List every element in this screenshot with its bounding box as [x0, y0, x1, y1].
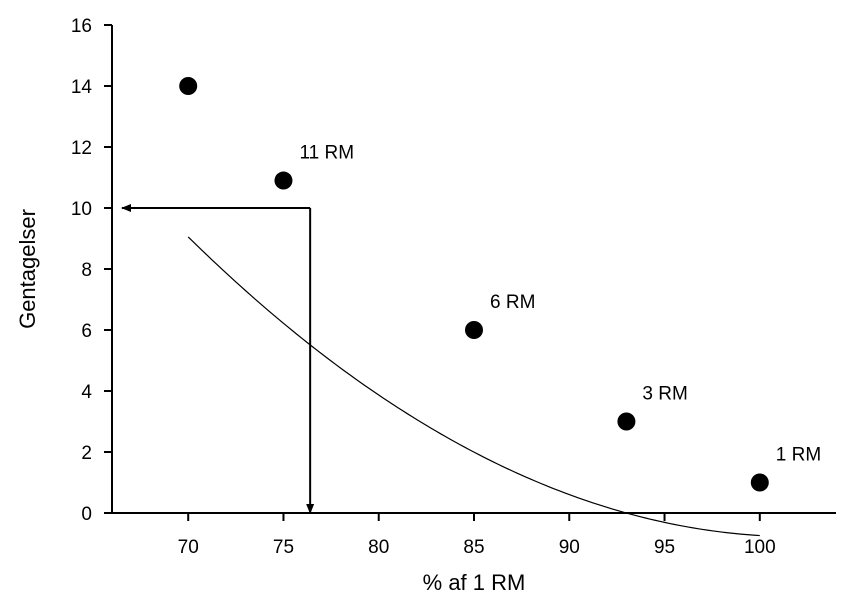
data-point: [617, 412, 636, 431]
point-label: 11 RM: [299, 143, 354, 164]
annotation-arrows: [121, 204, 315, 514]
y-axis-title: Gentagelser: [15, 209, 40, 329]
data-point: [274, 171, 293, 190]
x-ticks: 70 75 80 85 90 95 100: [178, 513, 776, 558]
axes: [111, 25, 836, 514]
x-tick-label: 80: [368, 537, 389, 558]
y-tick-label: 2: [81, 443, 92, 464]
y-tick-label: 4: [81, 382, 92, 403]
data-points: [179, 77, 769, 492]
y-ticks: 0 2 4 6 8 10 12 14 16: [71, 16, 112, 525]
point-labels: 11 RM 6 RM 3 RM 1 RM: [299, 143, 821, 466]
y-tick-label: 10: [71, 199, 92, 220]
point-label: 3 RM: [642, 384, 687, 405]
fit-curve: [187, 236, 760, 537]
y-tick-label: 12: [71, 138, 92, 159]
data-point: [179, 77, 198, 95]
data-point: [750, 473, 769, 492]
y-tick-label: 6: [81, 321, 92, 342]
y-tick-label: 16: [71, 16, 92, 37]
y-tick-label: 14: [71, 77, 93, 98]
data-point: [465, 321, 483, 339]
x-tick-label: 85: [463, 537, 484, 558]
x-tick-label: 70: [178, 537, 199, 558]
point-label: 6 RM: [490, 292, 535, 313]
y-tick-label: 8: [81, 260, 92, 281]
y-tick-label: 0: [81, 504, 92, 525]
x-tick-label: 75: [273, 537, 294, 558]
point-label: 1 RM: [776, 445, 821, 466]
x-axis-title: % af 1 RM: [423, 570, 526, 595]
x-tick-label: 100: [744, 537, 776, 558]
x-tick-label: 95: [654, 537, 675, 558]
x-tick-label: 90: [559, 537, 580, 558]
